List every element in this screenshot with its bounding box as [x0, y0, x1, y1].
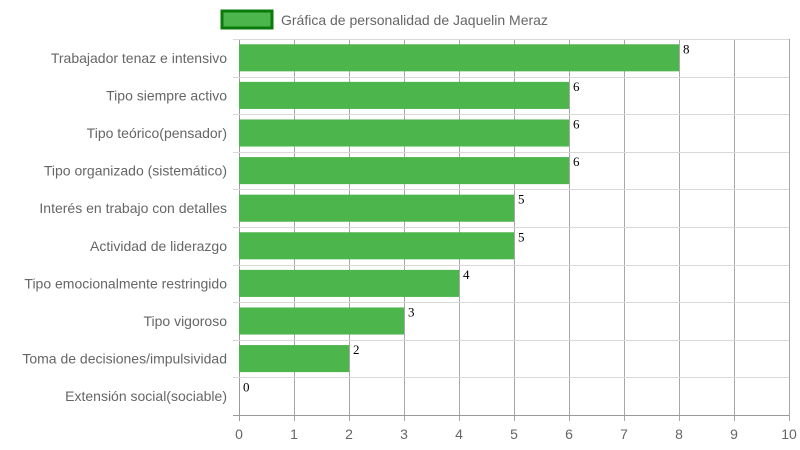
value-label: 4 [463, 267, 470, 282]
bar[interactable] [239, 44, 679, 72]
x-tick-label: 1 [290, 426, 298, 442]
bar[interactable] [239, 194, 514, 222]
x-tick-label: 9 [730, 426, 738, 442]
x-tick-label: 8 [675, 426, 683, 442]
x-tick-label: 5 [510, 426, 518, 442]
value-label: 6 [573, 79, 580, 94]
x-axis-tick-labels: 0 1 2 3 4 5 6 7 8 9 10 [235, 426, 797, 442]
bar[interactable] [239, 157, 569, 185]
value-label: 8 [683, 41, 690, 56]
category-label: Tipo vigoroso [143, 313, 227, 329]
value-label: 2 [353, 342, 360, 357]
x-tick-label: 3 [400, 426, 408, 442]
legend-swatch[interactable] [220, 9, 274, 30]
x-tick-label: 2 [345, 426, 353, 442]
value-label: 5 [518, 192, 525, 207]
bar[interactable] [239, 269, 459, 297]
value-labels: 8 6 6 6 5 5 4 3 2 0 [243, 41, 690, 394]
x-tick-label: 10 [781, 426, 797, 442]
category-label: Tipo teórico(pensador) [87, 125, 227, 141]
category-label: Actividad de liderazgo [90, 238, 227, 254]
chart-legend: Gráfica de personalidad de Jaquelin Mera… [220, 9, 548, 30]
category-labels: Trabajador tenaz e intensivo Tipo siempre… [22, 50, 227, 404]
value-label: 6 [573, 154, 580, 169]
x-tick-label: 4 [455, 426, 463, 442]
category-label: Interés en trabajo con detalles [39, 200, 227, 216]
value-label: 3 [408, 304, 415, 319]
category-label: Tipo emocionalmente restringido [24, 275, 227, 291]
bar[interactable] [239, 307, 404, 335]
x-tick-label: 6 [565, 426, 573, 442]
value-label: 6 [573, 116, 580, 131]
category-label: Toma de decisiones/impulsividad [22, 351, 227, 367]
chart-bars [239, 44, 679, 373]
value-label: 5 [518, 229, 525, 244]
category-label: Trabajador tenaz e intensivo [51, 50, 227, 66]
category-label: Extensión social(sociable) [65, 388, 227, 404]
value-label: 0 [243, 380, 250, 395]
bar[interactable] [239, 81, 569, 109]
bar[interactable] [239, 345, 349, 373]
category-label: Tipo organizado (sistemático) [44, 163, 227, 179]
bar[interactable] [239, 119, 569, 147]
category-label: Tipo siempre activo [106, 87, 227, 103]
x-tick-label: 0 [235, 426, 243, 442]
bar[interactable] [239, 232, 514, 260]
x-tick-label: 7 [620, 426, 628, 442]
legend-label: Gráfica de personalidad de Jaquelin Mera… [281, 12, 548, 28]
